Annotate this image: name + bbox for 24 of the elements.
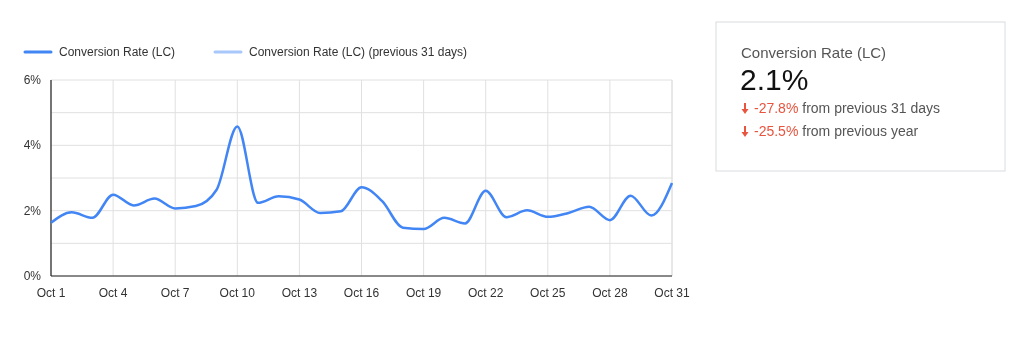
text: 2.1% [740,63,809,96]
x-tick-label: Oct 7 [160,286,190,300]
text: -27.8% [754,100,799,116]
x-tick-label: Oct 19 [405,286,442,300]
y-tick-label: 4% [23,138,42,153]
x-tick-label: Oct 13 [281,286,318,300]
x-tick-label: Oct 22 [468,286,504,300]
x-tick-label: Oct 25 [530,286,566,300]
legend-label: Conversion Rate (LC) [59,45,176,59]
y-tick-label: 0% [23,269,42,283]
y-tick-label: 6% [23,73,42,87]
x-tick-label: Oct 1 [36,286,66,300]
x-tick-label: Oct 10 [219,286,256,300]
line-series [49,125,674,231]
x-tick-label: Oct 31 [654,286,690,300]
x-tick-label: Oct 28 [592,286,628,300]
y-tick-label: 2% [23,203,42,218]
text: from previous 31 days [798,100,940,116]
text: Conversion Rate (LC) [741,44,887,61]
legend-label: Conversion Rate (LC) (previous 31 days) [249,45,468,59]
x-tick-label: Oct 4 [98,286,128,300]
x-tick-label: Oct 16 [343,286,380,300]
text: from previous year [798,123,919,139]
text: -25.5% [754,123,799,139]
